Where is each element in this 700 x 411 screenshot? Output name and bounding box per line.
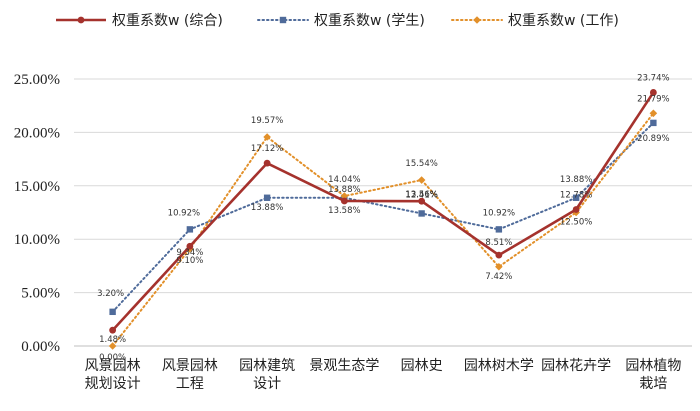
- data-point: [495, 262, 503, 271]
- y-tick-label: 15.00%: [14, 179, 60, 195]
- data-label: 13.88%: [560, 175, 592, 185]
- data-point: [572, 194, 580, 201]
- data-label: 12.50%: [560, 218, 592, 228]
- data-label: 1.48%: [99, 335, 126, 345]
- data-label: 3.20%: [97, 289, 124, 299]
- x-category-label: 园林树木学: [464, 358, 534, 374]
- data-label: 8.51%: [485, 238, 512, 248]
- data-label: 13.58%: [328, 206, 360, 216]
- data-point: [186, 242, 194, 250]
- legend-item: 权重系数w (综合): [56, 13, 223, 29]
- data-point: [572, 206, 580, 213]
- data-point: [109, 326, 117, 334]
- legend-marker: [279, 16, 287, 24]
- legend-label: 权重系数w (综合): [112, 13, 223, 29]
- x-category-label: 规划设计: [85, 376, 141, 392]
- data-label: 12.41%: [405, 190, 437, 200]
- legend-label: 权重系数w (工作): [508, 13, 619, 29]
- data-label: 10.92%: [168, 208, 200, 218]
- data-label: 20.89%: [637, 134, 669, 144]
- data-label: 17.12%: [251, 144, 283, 154]
- legend-label: 权重系数w (学生): [314, 13, 425, 29]
- data-point: [649, 89, 657, 96]
- data-point: [649, 109, 658, 118]
- x-category-label: 工程: [176, 376, 204, 392]
- data-label: 15.54%: [405, 159, 437, 169]
- data-label: 13.88%: [251, 203, 283, 213]
- data-label: 10.92%: [483, 208, 515, 218]
- data-point: [263, 133, 271, 141]
- legend: 权重系数w (综合) 权重系数w (学生) 权重系数w (工作): [56, 13, 619, 29]
- data-label: 19.57%: [251, 116, 283, 126]
- data-label: 23.74%: [637, 73, 669, 83]
- data-label: 0.00%: [99, 353, 126, 363]
- data-point: [417, 176, 426, 184]
- data-label: 21.79%: [637, 94, 669, 104]
- x-category-label: 景观生态学: [309, 358, 379, 374]
- data-labels: 1.48% 9.34% 17.12% 13.58% 13.56% 8.51% 12.78% 2…: [97, 73, 669, 363]
- data-label: 12.78%: [560, 191, 592, 201]
- x-category-label: 园林史: [401, 358, 443, 374]
- data-point: [340, 192, 349, 200]
- data-point: [109, 308, 116, 316]
- data-point: [186, 226, 194, 233]
- x-category-label: 风景园林: [162, 358, 218, 374]
- data-point: [495, 251, 503, 259]
- data-label: 9.34%: [176, 248, 203, 258]
- data-point: [495, 226, 503, 233]
- series-line: [111, 112, 655, 347]
- data-point: [418, 210, 425, 217]
- x-category-label: 园林花卉学: [541, 358, 611, 374]
- y-tick-label: 25.00%: [14, 72, 60, 88]
- x-category-label: 风景园林: [85, 358, 141, 374]
- series-0: [109, 89, 657, 334]
- data-point: [340, 197, 348, 205]
- x-category-label: 园林建筑: [239, 358, 295, 374]
- data-label: 9.10%: [176, 256, 203, 266]
- data-point: [263, 194, 271, 201]
- data-point: [650, 119, 657, 127]
- series-layer: [108, 89, 658, 350]
- y-tick-label: 10.00%: [14, 232, 60, 248]
- y-axis: 0.00% 5.00% 10.00% 15.00% 20.00% 25.00%: [14, 72, 60, 355]
- y-tick-label: 20.00%: [14, 125, 60, 141]
- y-tick-label: 5.00%: [21, 286, 60, 302]
- series-line: [111, 121, 655, 313]
- data-label: 7.42%: [485, 272, 512, 282]
- data-point: [418, 197, 426, 205]
- legend-marker: [473, 16, 481, 24]
- data-label: 13.88%: [328, 185, 360, 195]
- x-category-label: 栽培: [639, 376, 667, 392]
- x-category-label: 园林植物: [625, 358, 681, 374]
- legend-item: 权重系数w (工作): [451, 13, 619, 29]
- series-line: [111, 91, 655, 332]
- legend-marker: [77, 16, 85, 24]
- gridlines: [74, 78, 692, 347]
- data-label: 14.04%: [328, 175, 360, 185]
- data-point: [108, 342, 117, 350]
- legend-item: 权重系数w (学生): [257, 13, 425, 29]
- data-point: [263, 159, 271, 167]
- x-category-label: 设计: [253, 376, 281, 392]
- y-tick-label: 0.00%: [21, 339, 60, 355]
- data-label: 13.56%: [405, 190, 437, 200]
